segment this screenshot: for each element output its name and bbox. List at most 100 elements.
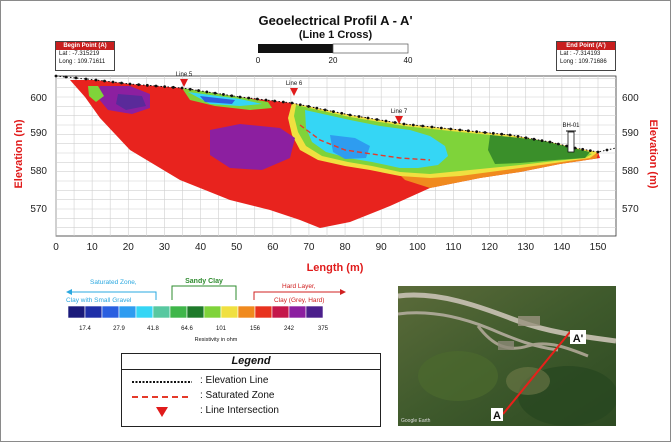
y-tick-right-600: 600 <box>622 93 639 104</box>
color-scale-cell <box>237 305 256 319</box>
electrode-dot <box>238 95 242 99</box>
resistivity-bodies <box>70 80 600 228</box>
x-tick-label: 100 <box>409 242 426 253</box>
electrode-dot <box>103 79 106 83</box>
borehole-icon <box>567 131 575 153</box>
dark-green-zone <box>488 135 590 164</box>
color-scale-cell <box>152 305 171 319</box>
x-tick-labels: 0 10 20 30 40 50 60 70 80 90 100 110 120 130 140 150 <box>53 242 607 253</box>
satellite-map: A A' Google Earth <box>398 286 616 426</box>
color-scale-cell <box>118 305 137 319</box>
violet-core-left <box>116 94 146 110</box>
electrode-dot <box>483 131 487 134</box>
begin-point-long: Long : 109.71611 <box>59 59 106 65</box>
color-scale-cell <box>135 305 154 319</box>
end-point-long: Long : 109.71686 <box>560 59 607 65</box>
resistivity-scale: Saturated Zone, Clay with Small Gravel S… <box>66 278 346 343</box>
electrode-dot <box>475 130 479 134</box>
borehole-label: BH-01 <box>562 123 580 129</box>
color-scale-value: 156 <box>250 326 261 332</box>
color-scale-value: 41.8 <box>147 326 159 332</box>
left-edge-green <box>88 86 104 102</box>
legend-intersection-label: : Line Intersection <box>200 405 279 416</box>
begin-point-lat: Lat : -7.315219 <box>59 51 100 57</box>
electrode-dot <box>145 83 149 87</box>
begin-point-box: Begin Point (A) Lat : -7.315219 Long : 1… <box>55 41 115 71</box>
electrode-dot <box>508 133 512 137</box>
y-tick-left-600: 600 <box>30 93 47 104</box>
electrode-dot <box>255 97 259 101</box>
color-scale-cell <box>305 305 324 319</box>
blue-zone-middle <box>330 135 370 159</box>
electrode-dot <box>596 150 600 154</box>
electrode-dot <box>357 115 361 118</box>
saturated-bracket <box>70 291 157 300</box>
electrode-dot <box>273 99 277 103</box>
x-tick-label: 40 <box>195 242 207 253</box>
scale-label-40: 40 <box>404 56 413 65</box>
electrode-dot <box>581 147 585 151</box>
electrode-dot <box>307 105 310 108</box>
y-tick-right-590: 590 <box>622 128 639 139</box>
electrode-dot <box>120 81 123 85</box>
x-tick-label: 120 <box>481 242 498 253</box>
color-scale-values: 17.4 27.9 41.8 64.6 101 156 242 375 <box>79 326 329 332</box>
x-tick-label: 140 <box>554 242 571 253</box>
electrode-dot <box>556 142 560 146</box>
electrode-dot <box>573 146 577 150</box>
electrode-dot <box>94 78 98 82</box>
map-label-a: A <box>493 410 501 422</box>
electrode-dot <box>348 113 352 117</box>
electrode-dot <box>205 90 209 94</box>
electrode-dot <box>588 149 592 153</box>
color-scale-cell <box>220 305 239 319</box>
x-axis-label: Length (m) <box>306 262 364 274</box>
y-tick-left-590: 590 <box>30 128 47 139</box>
electrode-dot <box>171 85 175 89</box>
x-tick-label: 10 <box>87 242 99 253</box>
scale-label-20: 20 <box>329 56 338 65</box>
electrode-dot <box>449 127 453 131</box>
electrode-dot <box>222 93 225 96</box>
color-scale-value: 242 <box>284 326 295 332</box>
electrode-dot <box>411 123 415 127</box>
purple-zone-middle <box>210 124 295 170</box>
x-tick-label: 30 <box>159 242 171 253</box>
x-tick-label: 150 <box>590 242 607 253</box>
electrode-dot <box>111 80 115 84</box>
electrode-dot <box>64 75 68 79</box>
x-tick-label: 90 <box>376 242 388 253</box>
electrode-dot <box>180 86 184 90</box>
y-tick-left-570: 570 <box>30 204 47 215</box>
resistivity-cross-section: Line 5 Line 6 Line 7 BH-01 600 590 580 5… <box>30 72 639 253</box>
line-5-label: Line 5 <box>176 72 193 78</box>
saturated-zone-label-1: Saturated Zone, <box>90 279 137 286</box>
electrode-dot <box>540 139 544 143</box>
color-scale-cell <box>84 305 103 319</box>
line-6-label: Line 6 <box>286 81 303 87</box>
color-scale-cell <box>271 305 290 319</box>
hard-arrow-icon <box>340 289 346 295</box>
line-intersection-markers: Line 5 Line 6 Line 7 <box>176 72 408 124</box>
figure-subtitle: (Line 1 Cross) <box>298 29 373 41</box>
line-7-marker <box>395 116 403 124</box>
electrode-dot <box>605 148 609 152</box>
electrode-dot <box>384 119 388 123</box>
scale-label-0: 0 <box>256 56 261 65</box>
borehole: BH-01 <box>562 123 580 153</box>
color-scale-cell <box>203 305 222 319</box>
electrode-dot <box>281 100 285 104</box>
electrode-dot <box>197 89 200 92</box>
electrode-dot <box>458 128 462 132</box>
map-credit: Google Earth <box>401 418 431 424</box>
electrode-dot <box>154 84 158 88</box>
electrode-dot <box>366 116 370 120</box>
elevation-line-icon <box>132 381 192 383</box>
upper-blue-zone <box>200 96 235 104</box>
hard-layer-label-2: Clay (Grey, Hard) <box>274 297 324 304</box>
saturated-zone-label-2: Clay with Small Gravel <box>66 297 132 304</box>
sandy-clay-label: Sandy Clay <box>185 278 223 285</box>
saturated-zone-icon <box>132 396 192 398</box>
color-scale-cells <box>67 305 324 319</box>
saturated-zone-line <box>299 124 431 161</box>
